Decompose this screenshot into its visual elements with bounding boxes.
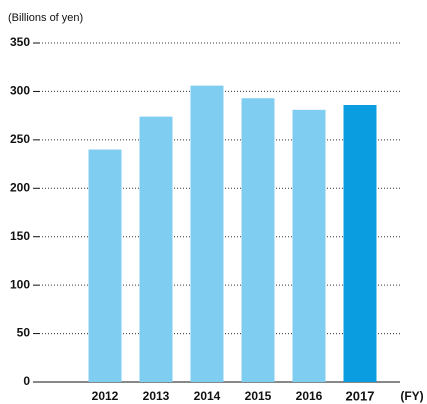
bar (139, 116, 173, 383)
bar (241, 98, 275, 383)
x-tick-label: 2013 (143, 389, 170, 403)
y-tick-label: 350 (10, 35, 30, 49)
x-tick-label: 2015 (245, 389, 272, 403)
bar (292, 109, 326, 383)
bar (190, 85, 224, 383)
y-tick-label: 50 (17, 326, 31, 340)
x-tick-label: 2012 (92, 389, 119, 403)
x-tick-label: 2014 (194, 389, 221, 403)
y-tick-label: 150 (10, 229, 30, 243)
y-tick-label: 100 (10, 277, 30, 291)
bar (343, 104, 377, 382)
unit-label: (Billions of yen) (8, 12, 83, 24)
x-tick-label: 2017 (346, 388, 375, 403)
bar (88, 149, 122, 382)
x-axis-label: (FY) (400, 389, 423, 403)
y-tick-label: 0 (23, 374, 30, 388)
x-tick-label: 2016 (296, 389, 323, 403)
y-tick-label: 200 (10, 180, 30, 194)
y-tick-label: 300 (10, 84, 30, 98)
y-tick-label: 250 (10, 132, 30, 146)
